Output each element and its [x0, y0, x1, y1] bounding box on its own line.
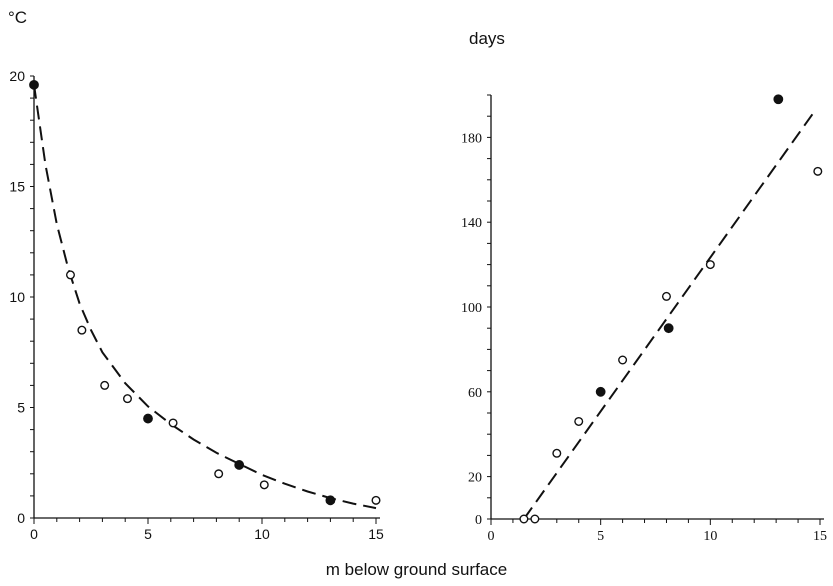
- days-y-tick-label: 140: [461, 216, 482, 231]
- days-open-point: [530, 514, 540, 524]
- days-y-tick-label: 0: [475, 513, 482, 528]
- left-y-axis-unit: °C: [8, 8, 28, 27]
- days-y-tick-label: 100: [461, 301, 482, 316]
- temp-open-point: [371, 495, 381, 505]
- days-open-point: [552, 448, 562, 458]
- temp-filled-point: [234, 460, 245, 470]
- days-y-tick-label: 20: [468, 471, 482, 486]
- days-filled-point: [595, 386, 606, 397]
- days-x-tick-label: 10: [703, 529, 717, 544]
- temp-open-point: [100, 380, 110, 390]
- temp-y-tick-label: 20: [9, 68, 25, 84]
- temp-y-tick-label: 15: [9, 179, 25, 195]
- temp-open-point: [259, 480, 269, 490]
- temp-y-tick-label: 0: [17, 510, 25, 526]
- days-open-point: [813, 166, 823, 176]
- days-open-point: [519, 514, 529, 524]
- right-y-axis-unit: days: [469, 29, 505, 48]
- temp-open-point: [65, 270, 75, 280]
- days-x-tick-label: 0: [488, 529, 495, 544]
- days-x-tick-label: 15: [813, 529, 827, 544]
- temp-trend-line: [33, 84, 377, 510]
- days-open-point: [618, 355, 628, 365]
- days-filled-point: [663, 323, 674, 334]
- days-y-tick-label: 60: [468, 386, 482, 401]
- temp-x-tick-label: 5: [144, 526, 152, 542]
- temp-y-tick-label: 5: [17, 400, 25, 416]
- temp-open-point: [122, 394, 132, 404]
- days-trend-line: [523, 109, 817, 520]
- days-open-point: [705, 260, 715, 270]
- shared-x-axis-label: m below ground surface: [325, 560, 508, 579]
- days-open-point: [661, 291, 671, 301]
- temp-x-tick-label: 10: [254, 526, 270, 542]
- days-open-point: [574, 416, 584, 426]
- temp-open-point: [77, 325, 87, 335]
- temp-x-tick-label: 15: [368, 526, 384, 542]
- temp-x-tick-label: 0: [30, 526, 38, 542]
- temp-y-tick-label: 10: [9, 289, 25, 305]
- temp-filled-point: [29, 79, 39, 90]
- days-y-tick-label: 180: [461, 131, 482, 146]
- days-x-tick-label: 5: [597, 529, 604, 544]
- temp-open-point: [168, 418, 178, 428]
- temp-open-point: [214, 469, 224, 479]
- days-filled-point: [773, 94, 784, 105]
- temp-filled-point: [325, 495, 336, 506]
- temp-filled-point: [143, 413, 153, 424]
